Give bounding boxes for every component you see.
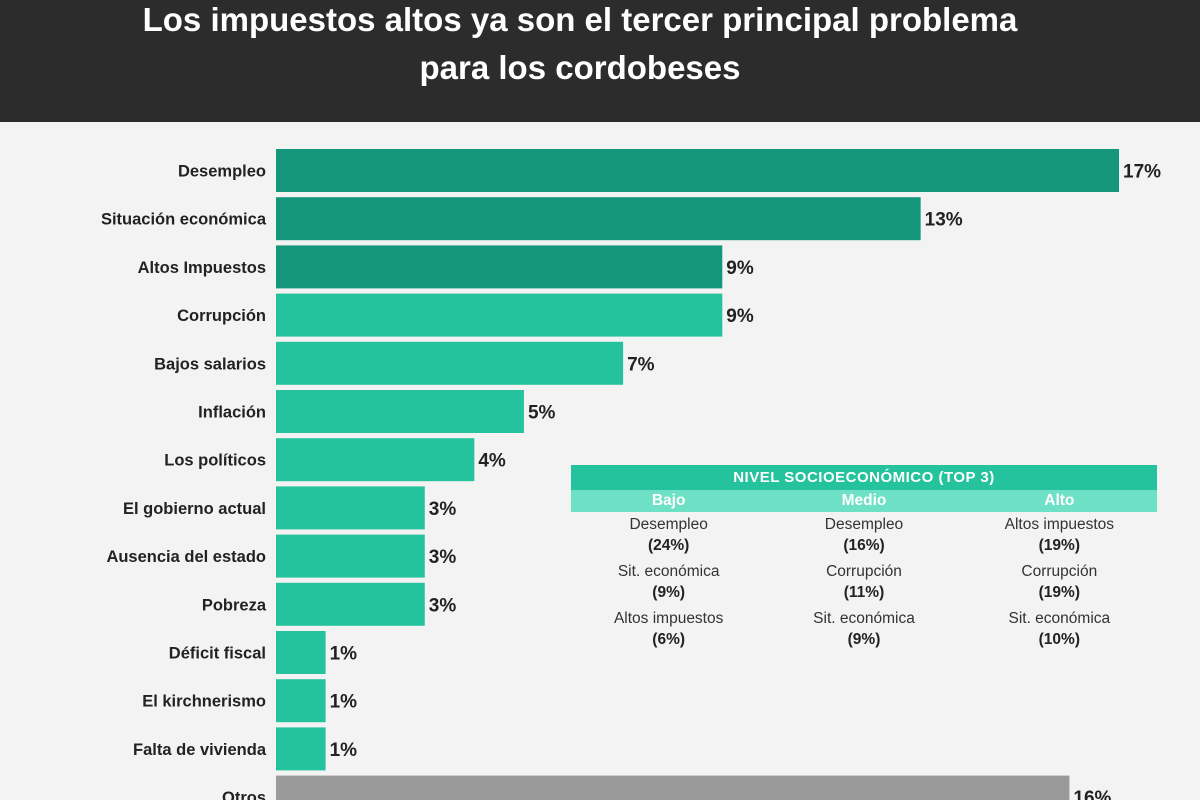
bar-chart: Desempleo 17% Situación económica 13% Altos …	[101, 149, 1161, 800]
item-name: Sit. económica	[617, 563, 720, 580]
col-header-bajo: Bajo	[651, 492, 686, 509]
item-name: Altos impuestos	[1004, 516, 1115, 533]
header-banner: Los impuestos altos ya son el tercer pri…	[0, 0, 1200, 122]
table-cell: Desempleo (24%)	[571, 514, 766, 561]
item-value: (19%)	[1038, 537, 1080, 554]
value-label: 7%	[627, 354, 655, 375]
value-label: 9%	[726, 258, 754, 279]
category-label: Situación económica	[101, 211, 267, 229]
table-cell: Sit. económica (9%)	[766, 608, 961, 655]
value-label: 4%	[478, 451, 506, 472]
value-label: 13%	[925, 210, 963, 231]
bar	[276, 293, 723, 337]
category-label: Desempleo	[178, 163, 266, 181]
title-line-2: para los cordobeses	[419, 49, 741, 86]
value-label: 1%	[330, 692, 358, 713]
item-name: Sit. económica	[1008, 610, 1111, 627]
item-value: (9%)	[652, 584, 686, 601]
value-label: 1%	[330, 740, 358, 761]
item-value: (16%)	[843, 537, 885, 554]
item-value: (19%)	[1038, 584, 1080, 601]
bar	[276, 341, 624, 385]
bar	[276, 534, 425, 578]
value-label: 3%	[429, 547, 457, 568]
table-header-row: Bajo Medio Alto	[571, 490, 1157, 512]
item-name: Corrupción	[1021, 563, 1098, 580]
value-label: 16%	[1073, 788, 1111, 800]
item-name: Corrupción	[826, 563, 902, 580]
category-label: Altos Impuestos	[138, 259, 266, 277]
item-value: (9%)	[847, 631, 881, 648]
value-label: 1%	[330, 644, 358, 665]
socioeconomic-table: NIVEL SOCIOECONÓMICO (TOP 3) Bajo Medio …	[571, 465, 1157, 655]
item-name: Desempleo	[824, 516, 904, 533]
value-label: 9%	[726, 306, 754, 327]
value-label: 3%	[429, 499, 457, 520]
item-value: (6%)	[652, 631, 686, 648]
table-body: Desempleo (24%) Sit. económica (9%) Altos …	[571, 514, 1157, 655]
item-name: Sit. económica	[813, 610, 915, 627]
table-cell: Sit. económica (10%)	[962, 608, 1157, 655]
item-value: (10%)	[1038, 631, 1080, 648]
bar	[276, 197, 921, 241]
bar	[276, 775, 1070, 800]
column-alto: Altos impuestos (19%) Corrupción (19%) Sit…	[962, 514, 1157, 655]
category-label: Bajos salarios	[154, 355, 266, 373]
title-line-1: Los impuestos altos ya son el tercer pri…	[142, 1, 1018, 38]
table-cell: Corrupción (11%)	[766, 561, 961, 608]
col-header-medio: Medio	[841, 492, 887, 509]
column-medio: Desempleo (16%) Corrupción (11%) Sit. econ…	[766, 514, 961, 655]
bar	[276, 245, 723, 289]
bar	[276, 149, 1119, 192]
bar	[276, 486, 425, 530]
bar	[276, 727, 326, 771]
col-header-alto: Alto	[1044, 492, 1075, 509]
table-title: NIVEL SOCIOECONÓMICO (TOP 3)	[571, 465, 1157, 490]
item-value: (24%)	[647, 537, 690, 554]
table-cell: Corrupción (19%)	[962, 561, 1157, 608]
category-label: El gobierno actual	[123, 500, 266, 518]
category-label: Inflación	[198, 404, 266, 422]
category-label: Ausencia del estado	[106, 548, 266, 566]
bar	[276, 390, 524, 433]
bar	[276, 438, 475, 482]
category-label: Pobreza	[202, 596, 267, 614]
item-name: Altos impuestos	[613, 610, 724, 627]
bar	[276, 679, 326, 723]
table-cell: Altos impuestos (19%)	[962, 514, 1157, 561]
table-cell: Sit. económica (9%)	[571, 561, 766, 608]
category-label: Corrupción	[177, 307, 266, 325]
bar	[276, 582, 425, 626]
value-label: 5%	[528, 403, 556, 424]
category-label: Déficit fiscal	[169, 645, 266, 663]
bar	[276, 631, 326, 674]
value-label: 3%	[429, 595, 457, 616]
category-label: Los políticos	[164, 452, 266, 470]
chart-title: Los impuestos altos ya son el tercer pri…	[20, 0, 1140, 92]
item-name: Desempleo	[629, 516, 708, 533]
category-label: Falta de vivienda	[133, 741, 267, 759]
table-cell: Desempleo (16%)	[766, 514, 961, 561]
column-bajo: Desempleo (24%) Sit. económica (9%) Altos …	[571, 514, 766, 655]
item-value: (11%)	[843, 584, 885, 601]
table-cell: Altos impuestos (6%)	[571, 608, 766, 655]
category-label: El kirchnerismo	[142, 693, 266, 711]
category-label: Otros	[222, 789, 266, 800]
value-label: 17%	[1123, 162, 1161, 183]
